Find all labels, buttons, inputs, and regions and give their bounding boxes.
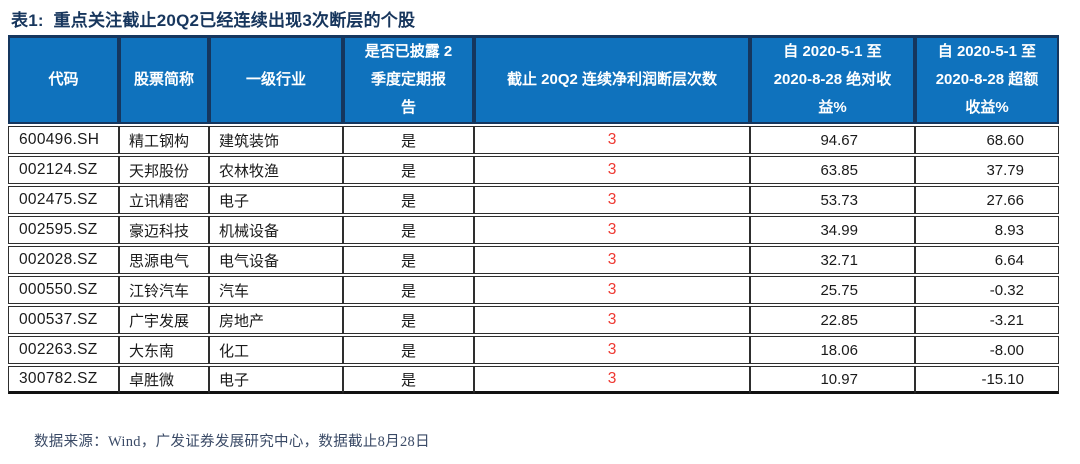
- cell-industry: 电子: [209, 186, 343, 214]
- cell-disclosed: 是: [343, 246, 474, 274]
- cell-disclosed: 是: [343, 216, 474, 244]
- cell-excess_return: 37.79: [915, 156, 1059, 184]
- cell-abs_return: 25.75: [750, 276, 915, 304]
- cell-abs_return: 18.06: [750, 336, 915, 364]
- table-row: 002595.SZ 豪迈科技 机械设备是 3 34.99 8.93: [8, 216, 1059, 244]
- column-header-excess_return: 自 2020-5-1 至 2020-8-28 超额 收益%: [915, 35, 1059, 124]
- cell-disclosed: 是: [343, 336, 474, 364]
- cell-code: 000550.SZ: [8, 276, 119, 304]
- cell-excess_return: -8.00: [915, 336, 1059, 364]
- cell-abs_return: 34.99: [750, 216, 915, 244]
- cell-gaps: 3: [474, 186, 750, 214]
- cell-excess_return: 8.93: [915, 216, 1059, 244]
- cell-industry: 汽车: [209, 276, 343, 304]
- cell-name: 卓胜微: [119, 366, 209, 394]
- cell-industry: 电子: [209, 366, 343, 394]
- cell-name: 精工钢构: [119, 126, 209, 154]
- cell-code: 002595.SZ: [8, 216, 119, 244]
- table-header: 代码 股票简称 一级行业 是否已披露 2 季度定期报 告截止 20Q2 连续净利润断层…: [8, 35, 1059, 124]
- cell-code: 002028.SZ: [8, 246, 119, 274]
- cell-name: 大东南: [119, 336, 209, 364]
- cell-disclosed: 是: [343, 126, 474, 154]
- cell-abs_return: 22.85: [750, 306, 915, 334]
- cell-abs_return: 94.67: [750, 126, 915, 154]
- table-row: 000550.SZ 江铃汽车 汽车是 3 25.75 -0.32: [8, 276, 1059, 304]
- cell-name: 广宇发展: [119, 306, 209, 334]
- cell-excess_return: -3.21: [915, 306, 1059, 334]
- table-row: 000537.SZ 广宇发展 房地产是 3 22.85 -3.21: [8, 306, 1059, 334]
- cell-name: 立讯精密: [119, 186, 209, 214]
- table-row: 300782.SZ 卓胜微 电子是 3 10.97 -15.10: [8, 366, 1059, 394]
- column-header-name: 股票简称: [119, 35, 209, 124]
- table-row: 002028.SZ 思源电气 电气设备是 3 32.71 6.64: [8, 246, 1059, 274]
- cell-excess_return: 27.66: [915, 186, 1059, 214]
- cell-gaps: 3: [474, 366, 750, 394]
- cell-industry: 建筑装饰: [209, 126, 343, 154]
- cell-disclosed: 是: [343, 186, 474, 214]
- cell-code: 300782.SZ: [8, 366, 119, 394]
- cell-gaps: 3: [474, 126, 750, 154]
- cell-disclosed: 是: [343, 156, 474, 184]
- header-row: 代码 股票简称 一级行业 是否已披露 2 季度定期报 告截止 20Q2 连续净利润断层…: [8, 35, 1059, 124]
- cell-industry: 机械设备: [209, 216, 343, 244]
- table-row: 002263.SZ 大东南 化工是 3 18.06 -8.00: [8, 336, 1059, 364]
- cell-gaps: 3: [474, 276, 750, 304]
- cell-excess_return: 68.60: [915, 126, 1059, 154]
- cell-disclosed: 是: [343, 366, 474, 394]
- table-row: 002124.SZ 天邦股份 农林牧渔是 3 63.85 37.79: [8, 156, 1059, 184]
- cell-disclosed: 是: [343, 306, 474, 334]
- cell-excess_return: -0.32: [915, 276, 1059, 304]
- cell-name: 豪迈科技: [119, 216, 209, 244]
- cell-gaps: 3: [474, 156, 750, 184]
- cell-excess_return: -15.10: [915, 366, 1059, 394]
- cell-name: 江铃汽车: [119, 276, 209, 304]
- table-row: 600496.SH 精工钢构 建筑装饰是 3 94.67 68.60: [8, 126, 1059, 154]
- cell-name: 思源电气: [119, 246, 209, 274]
- cell-gaps: 3: [474, 216, 750, 244]
- cell-excess_return: 6.64: [915, 246, 1059, 274]
- cell-abs_return: 53.73: [750, 186, 915, 214]
- column-header-abs_return: 自 2020-5-1 至 2020-8-28 绝对收 益%: [750, 35, 915, 124]
- table-body: 600496.SH 精工钢构 建筑装饰是 3 94.67 68.60 002124.SZ 天邦…: [8, 126, 1059, 394]
- table-title: 表1: 重点关注截止20Q2已经连续出现3次断层的个股: [11, 11, 416, 30]
- cell-abs_return: 32.71: [750, 246, 915, 274]
- cell-industry: 农林牧渔: [209, 156, 343, 184]
- table-row: 002475.SZ 立讯精密 电子是 3 53.73 27.66: [8, 186, 1059, 214]
- cell-gaps: 3: [474, 306, 750, 334]
- cell-code: 002475.SZ: [8, 186, 119, 214]
- stock-gap-table: 代码 股票简称 一级行业 是否已披露 2 季度定期报 告截止 20Q2 连续净利润断层…: [8, 33, 1059, 396]
- cell-code: 002263.SZ: [8, 336, 119, 364]
- cell-gaps: 3: [474, 336, 750, 364]
- column-header-disclosed: 是否已披露 2 季度定期报 告: [343, 35, 474, 124]
- column-header-code: 代码: [8, 35, 119, 124]
- cell-name: 天邦股份: [119, 156, 209, 184]
- cell-gaps: 3: [474, 246, 750, 274]
- data-source-note: 数据来源：Wind，广发证券发展研究中心，数据截止8月28日: [34, 434, 430, 450]
- cell-industry: 化工: [209, 336, 343, 364]
- cell-code: 600496.SH: [8, 126, 119, 154]
- cell-abs_return: 10.97: [750, 366, 915, 394]
- cell-code: 002124.SZ: [8, 156, 119, 184]
- cell-code: 000537.SZ: [8, 306, 119, 334]
- cell-industry: 电气设备: [209, 246, 343, 274]
- cell-industry: 房地产: [209, 306, 343, 334]
- cell-disclosed: 是: [343, 276, 474, 304]
- cell-abs_return: 63.85: [750, 156, 915, 184]
- column-header-gaps: 截止 20Q2 连续净利润断层次数: [474, 35, 750, 124]
- column-header-industry: 一级行业: [209, 35, 343, 124]
